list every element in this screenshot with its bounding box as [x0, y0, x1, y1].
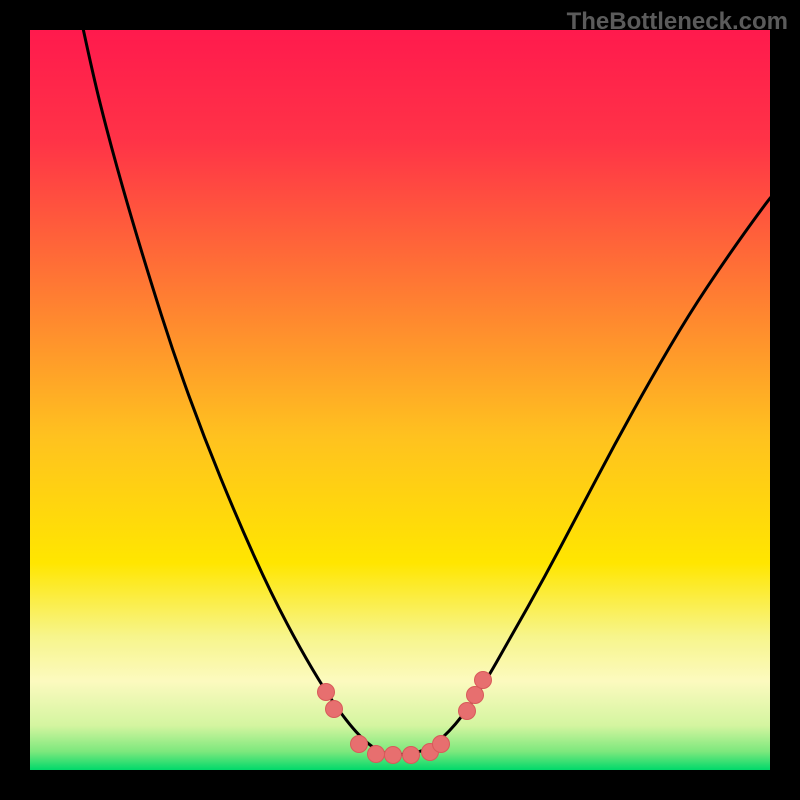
curve-marker — [384, 746, 402, 764]
plot-svg — [30, 30, 770, 770]
curve-marker — [402, 746, 420, 764]
gradient-background — [30, 30, 770, 770]
plot-area — [30, 30, 770, 770]
curve-marker — [432, 735, 450, 753]
chart-container: TheBottleneck.com — [0, 0, 800, 800]
curve-marker — [458, 702, 476, 720]
curve-marker — [325, 700, 343, 718]
curve-marker — [350, 735, 368, 753]
curve-marker — [474, 671, 492, 689]
watermark-text: TheBottleneck.com — [567, 8, 788, 36]
curve-marker — [317, 683, 335, 701]
